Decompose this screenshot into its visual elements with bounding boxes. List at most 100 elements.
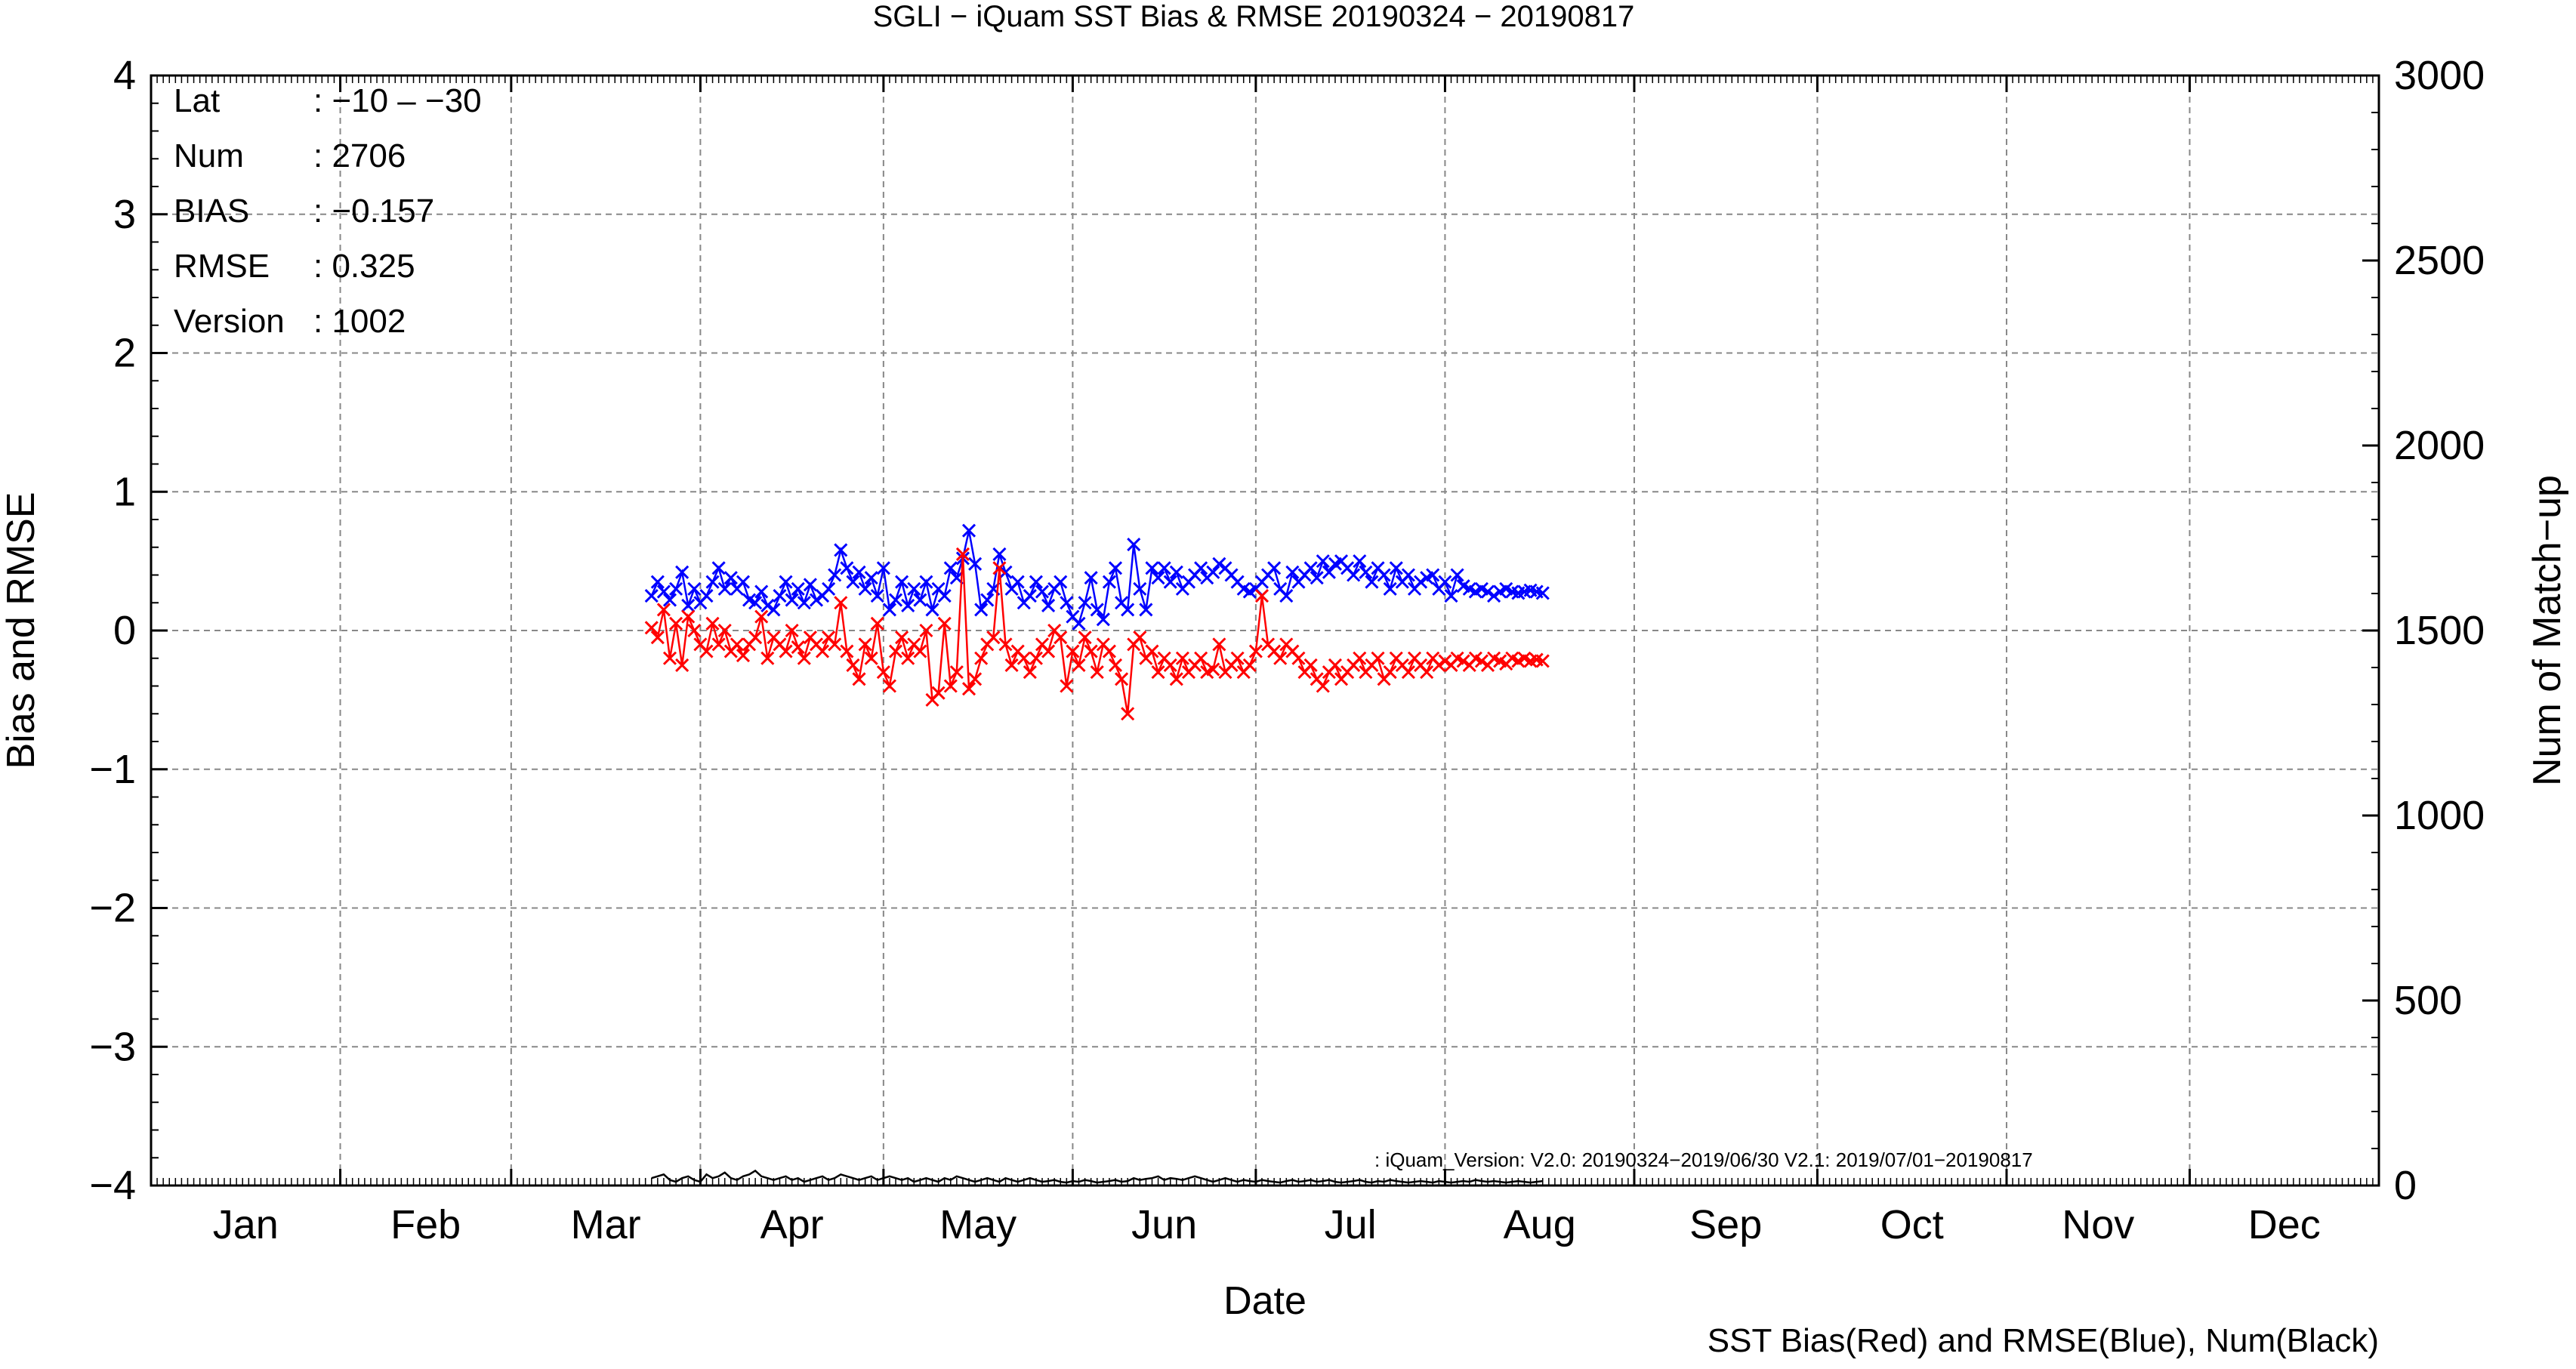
- data-point-rmse: [760, 598, 775, 612]
- left-axis-tick-labels: 4 3 2 1 0 −1 −2 −3 −4: [89, 53, 136, 1208]
- data-point-bias: [711, 637, 726, 652]
- data-point-bias: [754, 609, 769, 624]
- data-point-bias: [699, 644, 714, 658]
- data-point-bias: [968, 672, 983, 686]
- data-point-bias: [1456, 654, 1470, 668]
- data-point-rmse: [1054, 575, 1068, 589]
- data-point-bias: [1535, 654, 1550, 668]
- data-point-rmse: [1090, 603, 1104, 617]
- data-point-rmse: [1084, 571, 1098, 585]
- data-point-bias: [828, 637, 842, 652]
- data-point-bias: [785, 623, 799, 638]
- data-point-bias: [1072, 658, 1086, 672]
- data-point-rmse: [1377, 568, 1391, 582]
- data-point-bias: [998, 637, 1013, 652]
- data-point-rmse: [1212, 557, 1226, 571]
- left-tick-label: −4: [89, 1163, 136, 1208]
- right-tick-label: 0: [2394, 1163, 2417, 1208]
- data-point-bias: [840, 644, 854, 658]
- data-point-bias: [1169, 672, 1183, 686]
- data-point-bias: [876, 665, 890, 680]
- data-point-bias: [937, 616, 952, 631]
- data-point-rmse: [907, 581, 921, 596]
- month-label: Apr: [760, 1202, 824, 1247]
- data-point-bias: [1432, 658, 1446, 672]
- month-label: May: [939, 1202, 1017, 1247]
- data-point-bias: [1121, 707, 1135, 721]
- data-point-rmse: [1267, 561, 1282, 575]
- data-point-bias: [797, 651, 811, 665]
- data-point-bias: [1474, 654, 1489, 668]
- data-point-bias: [730, 637, 744, 652]
- data-point-bias: [834, 596, 848, 610]
- data-point-rmse: [1121, 603, 1135, 617]
- data-point-bias: [1194, 651, 1208, 665]
- data-point-rmse: [791, 581, 805, 596]
- data-point-bias: [1273, 651, 1288, 665]
- data-point-rmse: [998, 565, 1013, 579]
- data-point-bias: [955, 547, 970, 561]
- data-point-rmse: [895, 575, 909, 589]
- data-point-rmse: [1127, 538, 1141, 552]
- data-point-rmse: [925, 603, 939, 617]
- data-point-bias: [1054, 631, 1068, 645]
- data-point-bias: [913, 644, 927, 658]
- data-point-rmse: [1365, 575, 1379, 589]
- left-tick-label: −1: [89, 747, 136, 792]
- data-point-bias: [1420, 665, 1434, 680]
- data-point-rmse: [1347, 568, 1361, 582]
- data-point-rmse: [919, 575, 933, 589]
- data-point-bias: [1401, 665, 1415, 680]
- data-point-rmse: [1169, 565, 1183, 579]
- data-point-rmse: [992, 547, 1007, 561]
- data-point-bias: [895, 631, 909, 645]
- data-point-rmse: [1151, 571, 1165, 585]
- data-point-rmse: [705, 575, 720, 589]
- data-point-bias: [717, 623, 732, 638]
- x-axis-label: Date: [1223, 1279, 1307, 1323]
- data-point-rmse: [1096, 612, 1110, 627]
- data-point-rmse: [1444, 589, 1458, 603]
- caption: SST Bias(Red) and RMSE(Blue), Num(Black): [1708, 1322, 2379, 1359]
- data-point-rmse: [852, 565, 866, 579]
- data-point-rmse: [1206, 565, 1220, 579]
- data-point-bias: [681, 609, 696, 624]
- data-point-bias: [1303, 658, 1318, 672]
- data-point-bias: [1328, 658, 1343, 672]
- data-point-bias: [943, 679, 958, 693]
- data-point-bias: [888, 644, 903, 658]
- data-point-bias: [1151, 665, 1165, 680]
- data-point-rmse: [656, 584, 671, 599]
- data-point-bias: [864, 651, 878, 665]
- data-point-bias: [1212, 637, 1226, 652]
- data-point-bias: [1248, 644, 1263, 658]
- stat-value: : −0.157: [313, 193, 434, 230]
- data-point-bias: [1102, 644, 1116, 658]
- data-point-bias: [1108, 658, 1123, 672]
- data-point-rmse: [846, 575, 860, 589]
- data-point-bias: [1291, 651, 1306, 665]
- data-point-rmse: [669, 581, 683, 596]
- data-point-bias: [1029, 651, 1043, 665]
- data-point-bias: [1175, 651, 1189, 665]
- data-point-rmse: [937, 589, 952, 603]
- month-label: Mar: [571, 1202, 641, 1247]
- data-point-rmse: [1102, 575, 1116, 589]
- series-num: [651, 1169, 1543, 1184]
- data-point-bias: [919, 623, 933, 638]
- right-tick-label: 3000: [2394, 53, 2485, 98]
- data-point-bias: [791, 640, 805, 655]
- data-point-rmse: [687, 581, 702, 596]
- data-point-bias: [870, 616, 884, 631]
- month-label: Oct: [1880, 1202, 1944, 1247]
- data-point-bias: [1316, 679, 1330, 693]
- month-label: Sep: [1689, 1202, 1762, 1247]
- data-point-rmse: [1303, 561, 1318, 575]
- data-point-rmse: [1029, 575, 1043, 589]
- data-point-bias: [858, 637, 872, 652]
- data-point-rmse: [1389, 561, 1403, 575]
- data-point-bias: [1383, 665, 1397, 680]
- data-point-bias: [779, 644, 793, 658]
